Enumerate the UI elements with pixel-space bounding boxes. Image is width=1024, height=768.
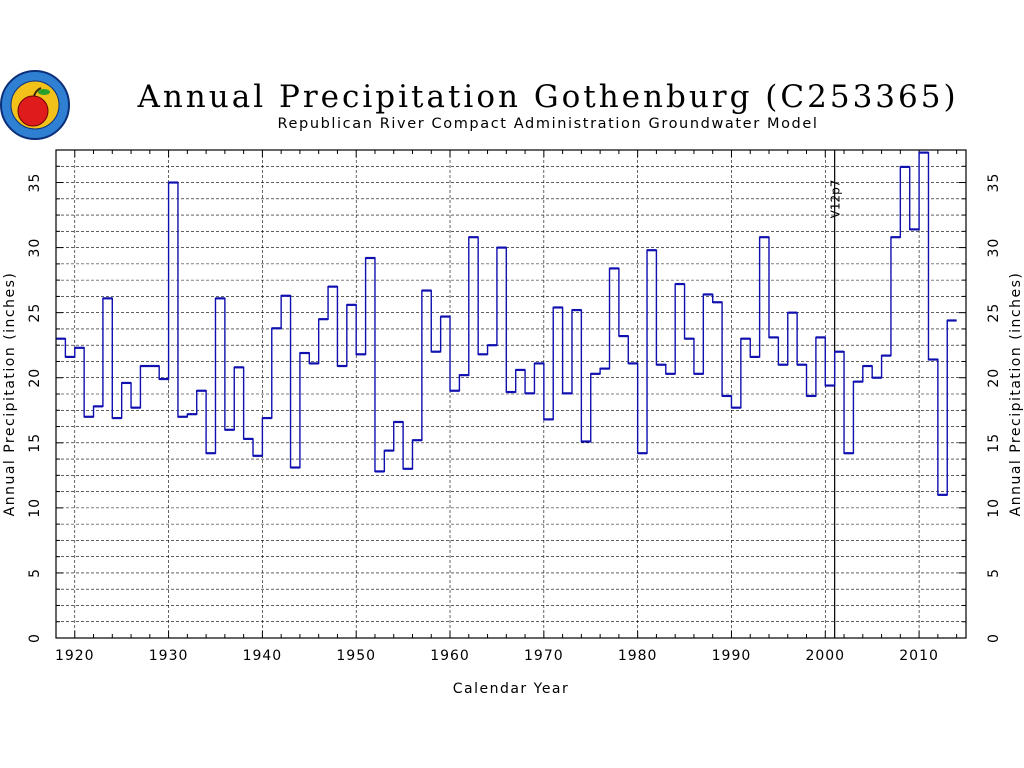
series-step-line xyxy=(56,151,957,496)
y-tick-label-right: 20 xyxy=(986,368,1002,388)
x-axis-label: Calendar Year xyxy=(453,681,570,697)
x-tick-label: 1920 xyxy=(55,648,95,664)
y-tick-label-right: 10 xyxy=(986,498,1002,518)
x-tick-label: 1970 xyxy=(524,648,564,664)
x-tick-label: 2000 xyxy=(805,648,845,664)
y-axis-label-left: Annual Precipitation (inches) xyxy=(2,272,18,517)
y-tick-label-right: 25 xyxy=(986,303,1002,323)
y-tick-label-left: 20 xyxy=(27,368,43,388)
y-axis-label-right: Annual Precipitation (inches) xyxy=(1008,272,1024,517)
axis-ticks xyxy=(55,149,966,639)
y-tick-label-left: 35 xyxy=(27,173,43,193)
y-tick-label-right: 15 xyxy=(986,433,1002,453)
y-tick-label-right: 5 xyxy=(986,568,1002,578)
x-tick-label: 1940 xyxy=(243,648,283,664)
x-tick-label: 1960 xyxy=(430,648,470,664)
y-tick-label-left: 25 xyxy=(27,303,43,323)
tick-labels: 1920 1930 1940 1950 1960 1970 1980 1990 2000 2010… xyxy=(27,173,1002,664)
x-tick-label: 2010 xyxy=(899,648,939,664)
chart-title: Annual Precipitation Gothenburg (C253365… xyxy=(136,79,958,115)
y-tick-label-right: 0 xyxy=(986,633,1002,643)
series-layer xyxy=(56,151,957,496)
plot-frame xyxy=(55,149,967,639)
x-tick-label: 1990 xyxy=(712,648,752,664)
y-tick-label-right: 30 xyxy=(986,238,1002,258)
annotation-label: V12p7 xyxy=(829,180,843,219)
y-tick-label-left: 0 xyxy=(27,633,43,643)
annotations: V12p7 xyxy=(829,150,843,638)
x-tick-label: 1980 xyxy=(618,648,658,664)
rrca-logo-seal xyxy=(0,70,70,140)
y-tick-label-left: 5 xyxy=(27,568,43,578)
x-tick-label: 1950 xyxy=(336,648,376,664)
grid-lines xyxy=(56,150,966,638)
x-tick-label: 1930 xyxy=(149,648,189,664)
y-tick-label-right: 35 xyxy=(986,173,1002,193)
y-tick-label-left: 15 xyxy=(27,433,43,453)
chart-subtitle: Republican River Compact Administration … xyxy=(277,116,818,132)
y-tick-label-left: 10 xyxy=(27,498,43,518)
y-tick-label-left: 30 xyxy=(27,238,43,258)
